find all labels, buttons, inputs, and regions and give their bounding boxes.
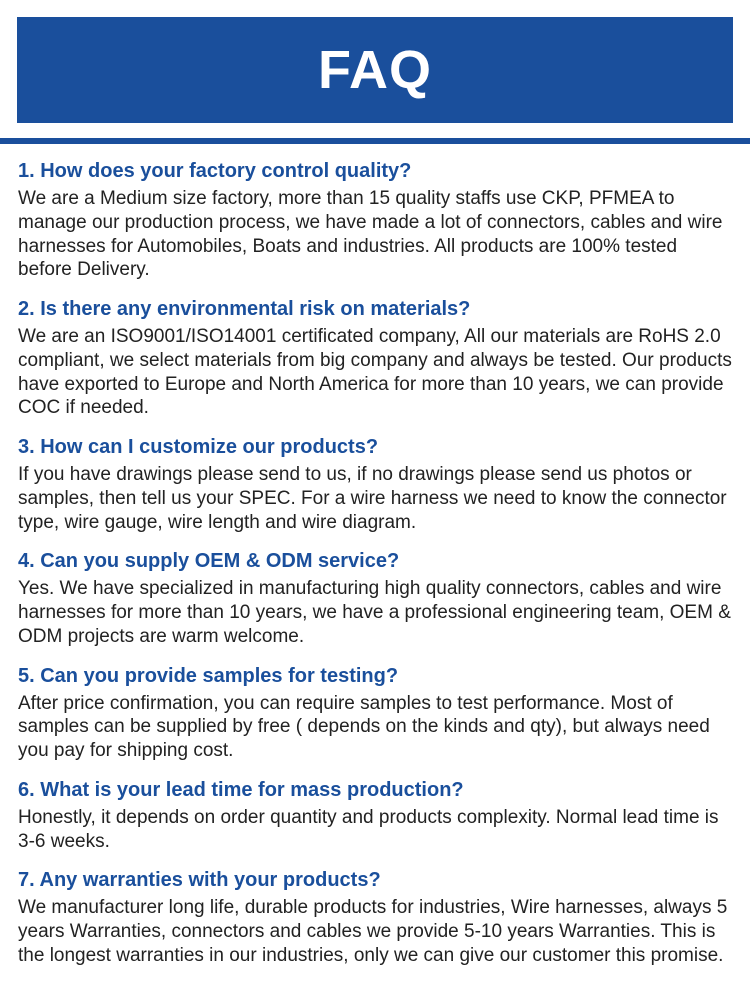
faq-answer: After price confirmation, you can requir…: [18, 692, 732, 763]
faq-item: 5. Can you provide samples for testing? …: [18, 663, 732, 763]
faq-answer: Yes. We have specialized in manufacturin…: [18, 577, 732, 648]
faq-item: 3. How can I customize our products? If …: [18, 434, 732, 534]
faq-item: 4. Can you supply OEM & ODM service? Yes…: [18, 548, 732, 648]
faq-question: 5. Can you provide samples for testing?: [18, 663, 732, 689]
faq-question: 1. How does your factory control quality…: [18, 158, 732, 184]
faq-item: 1. How does your factory control quality…: [18, 158, 732, 282]
faq-question: 2. Is there any environmental risk on ma…: [18, 296, 732, 322]
faq-answer: We manufacturer long life, durable produ…: [18, 896, 732, 967]
faq-answer: We are an ISO9001/ISO14001 certificated …: [18, 325, 732, 420]
faq-answer: We are a Medium size factory, more than …: [18, 187, 732, 282]
faq-question: 6. What is your lead time for mass produ…: [18, 777, 732, 803]
faq-answer: If you have drawings please send to us, …: [18, 463, 732, 534]
faq-question: 7. Any warranties with your products?: [18, 867, 732, 893]
faq-item: 6. What is your lead time for mass produ…: [18, 777, 732, 854]
faq-item: 7. Any warranties with your products? We…: [18, 867, 732, 967]
faq-header: FAQ: [14, 14, 736, 126]
faq-answer: Honestly, it depends on order quantity a…: [18, 806, 732, 854]
faq-item: 2. Is there any environmental risk on ma…: [18, 296, 732, 420]
faq-question: 4. Can you supply OEM & ODM service?: [18, 548, 732, 574]
faq-question: 3. How can I customize our products?: [18, 434, 732, 460]
faq-content: 1. How does your factory control quality…: [0, 144, 750, 1002]
